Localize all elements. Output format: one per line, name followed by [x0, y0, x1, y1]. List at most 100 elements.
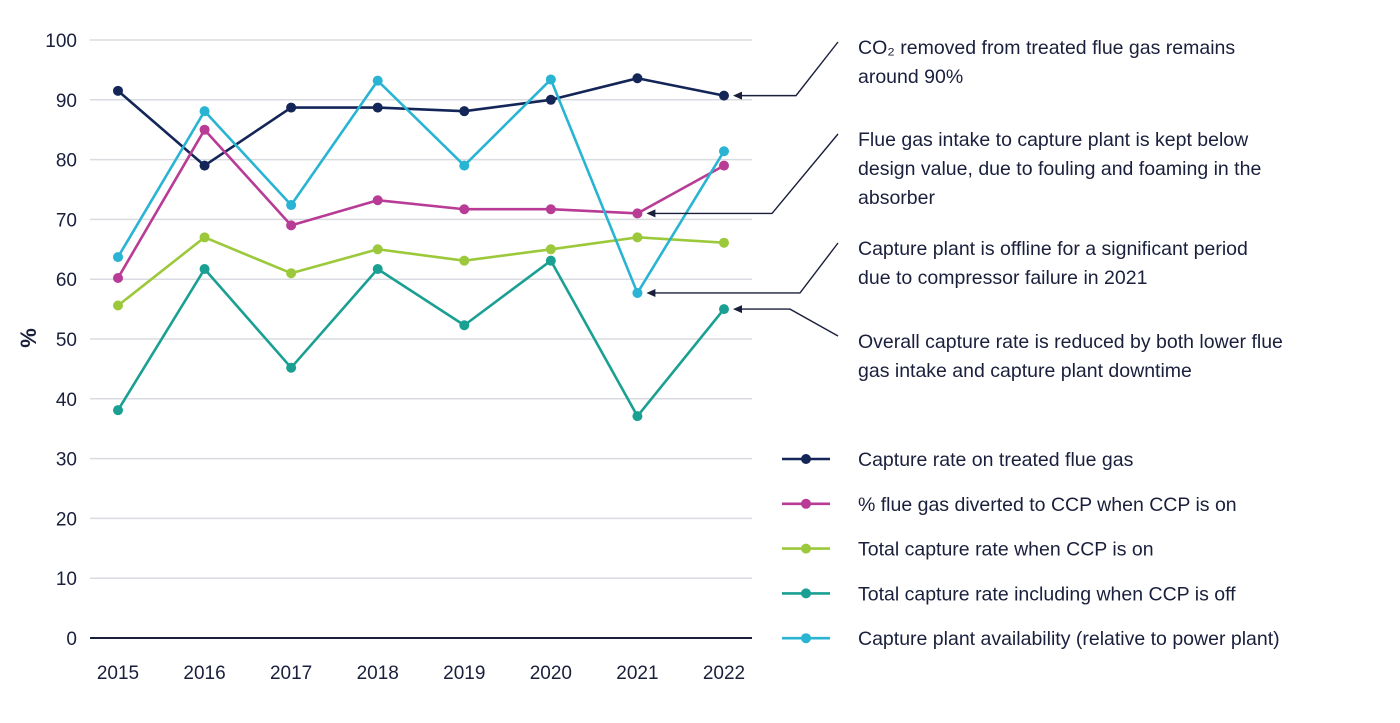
x-tick-label: 2015 [97, 663, 139, 684]
series-1 [113, 73, 729, 171]
y-tick-label: 90 [56, 91, 77, 112]
data-point [372, 244, 383, 255]
data-point [113, 273, 123, 284]
x-tick-label: 2022 [703, 663, 745, 684]
data-point [113, 252, 123, 263]
x-tick-label: 2020 [530, 663, 572, 684]
legend-label: Total capture rate when CCP is on [858, 539, 1154, 561]
series-line [116, 259, 726, 418]
legend-item: Total capture rate including when CCP is… [782, 583, 1236, 605]
data-point [113, 405, 123, 416]
series-5 [113, 74, 729, 298]
y-tick-label: 30 [56, 450, 77, 471]
grid-layer [90, 39, 752, 639]
legend-item: Capture plant availability (relative to … [782, 628, 1280, 650]
annotation-text: absorber [858, 187, 935, 209]
annotation-text: around 90% [858, 66, 963, 88]
y-tick-label: 70 [56, 210, 77, 231]
legend-swatch-marker [801, 543, 811, 554]
callout-arrowhead [732, 305, 742, 314]
data-point [545, 94, 556, 105]
legend-swatch-marker [801, 454, 811, 464]
data-point [199, 232, 210, 243]
callout-line [738, 41, 839, 97]
series-4 [113, 255, 729, 422]
series-3 [113, 232, 729, 311]
series-layer [113, 73, 729, 422]
legend: Capture rate on treated flue gas % flue g… [782, 449, 1280, 650]
annotation-text: Capture plant is offline for a significa… [858, 238, 1248, 260]
legend-item: Total capture rate when CCP is on [782, 539, 1154, 561]
y-axis-label: % [16, 328, 41, 348]
annotation-text: CO₂ removed from treated flue gas remain… [858, 37, 1235, 59]
data-point [718, 160, 729, 171]
callout-arrowhead [732, 91, 742, 100]
y-tick-label: 20 [56, 509, 77, 530]
y-tick-label: 50 [56, 330, 77, 351]
data-point [632, 411, 643, 422]
callout-line [652, 133, 839, 215]
annotation-2: Flue gas intake to capture plant is kept… [646, 129, 1261, 218]
legend-label: Total capture rate including when CCP is… [858, 583, 1236, 605]
data-point [545, 74, 556, 85]
data-point [718, 90, 729, 101]
x-tick-label: 2017 [270, 663, 312, 684]
data-point [632, 73, 643, 84]
data-point [545, 244, 556, 255]
data-point [632, 208, 643, 219]
series-line [117, 76, 725, 167]
data-point [632, 287, 643, 298]
x-tick-label: 2021 [616, 663, 658, 684]
y-tick-label: 0 [66, 629, 77, 650]
data-point [199, 264, 210, 275]
annotation-4: Overall capture rate is reduced by both … [732, 305, 1283, 382]
series-2 [113, 124, 729, 284]
annotation-text: gas intake and capture plant downtime [858, 360, 1192, 382]
data-point [372, 102, 383, 113]
data-point [113, 300, 123, 311]
annotation-3: Capture plant is offline for a significa… [646, 238, 1248, 297]
annotations: CO₂ removed from treated flue gas remain… [646, 37, 1283, 382]
y-tick-label: 100 [45, 31, 77, 52]
legend-item: Capture rate on treated flue gas [782, 449, 1134, 471]
data-point [545, 255, 556, 266]
data-point [718, 304, 729, 315]
y-tick-label: 60 [56, 270, 77, 291]
x-tick-label: 2018 [357, 663, 399, 684]
x-tick-label: 2019 [443, 663, 485, 684]
data-point [372, 75, 383, 86]
data-point [286, 200, 297, 211]
y-tick-label: 40 [56, 390, 77, 411]
y-tick-label: 80 [56, 151, 77, 172]
data-point [199, 160, 210, 171]
legend-swatch-marker [801, 498, 811, 509]
data-point [459, 106, 470, 117]
data-point [459, 255, 470, 266]
data-point [372, 195, 383, 206]
data-point [632, 232, 643, 243]
series-line [116, 78, 726, 295]
callout-line [652, 242, 839, 294]
data-point [286, 102, 297, 113]
legend-label: % flue gas diverted to CCP when CCP is o… [858, 494, 1237, 516]
data-point [372, 264, 383, 275]
data-point [199, 124, 210, 135]
annotation-text: due to compressor failure in 2021 [858, 267, 1147, 289]
legend-swatch-marker [801, 588, 811, 599]
data-point [459, 320, 470, 331]
data-point [459, 204, 470, 215]
x-axis: 2015 2016 2017 2018 2019 2020 2021 2022 [97, 663, 745, 684]
callout-line [738, 308, 839, 337]
series-line [116, 128, 725, 279]
y-axis: 0 10 20 30 40 50 60 70 80 90 100 [45, 31, 77, 650]
callout-arrowhead [646, 288, 656, 297]
annotation-text: design value, due to fouling and foaming… [858, 158, 1261, 180]
data-point [286, 362, 297, 373]
data-point [286, 220, 297, 231]
data-point [718, 237, 729, 248]
annotation-text: Overall capture rate is reduced by both … [858, 331, 1283, 353]
annotation-1: CO₂ removed from treated flue gas remain… [732, 37, 1235, 100]
legend-item: % flue gas diverted to CCP when CCP is o… [782, 494, 1237, 516]
data-point [199, 106, 210, 117]
